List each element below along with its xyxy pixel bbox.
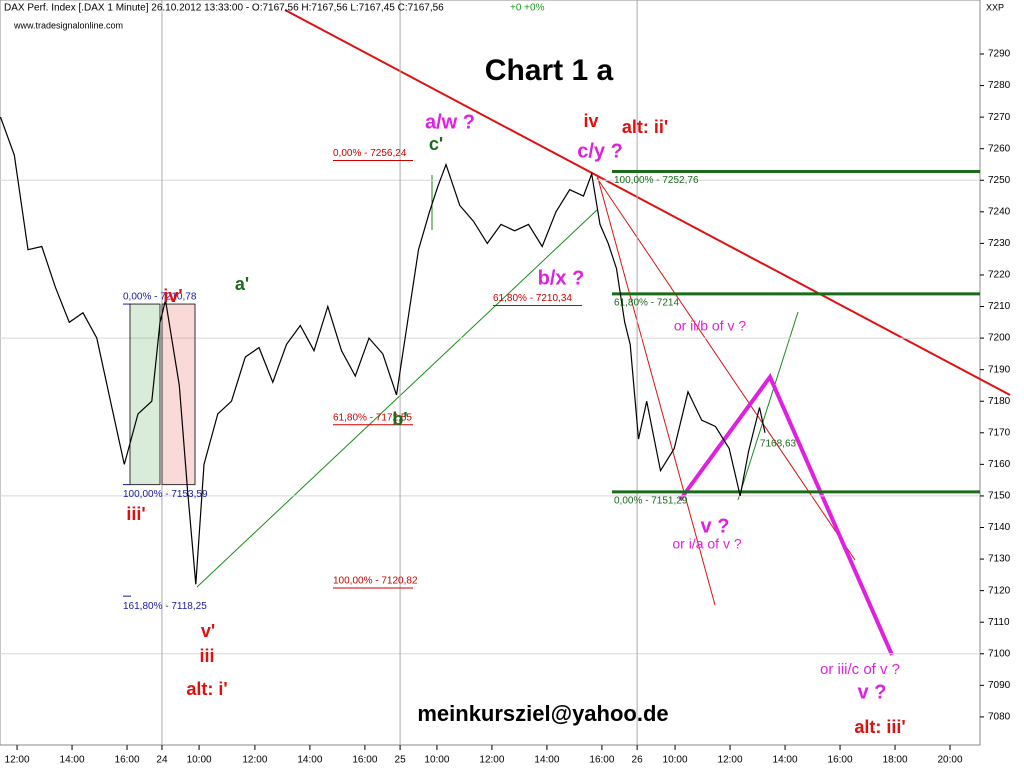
y-tick-label: 7270 [988, 112, 1011, 123]
plot-area [0, 0, 981, 746]
trend-line [596, 174, 716, 606]
fib-label: 61,80% - 7210,34 [493, 293, 572, 304]
x-tick-label: 14:00 [534, 755, 559, 766]
annotation: iv [583, 111, 598, 131]
x-tick-label: 18:00 [883, 755, 908, 766]
y-tick-label: 7200 [988, 333, 1011, 344]
y-tick-label: 7280 [988, 80, 1011, 91]
annotation: iii' [126, 504, 145, 524]
y-tick-label: 7120 [988, 585, 1011, 596]
x-tick-label: 20:00 [938, 755, 963, 766]
annotation: v ? [858, 681, 887, 703]
annotation: alt: i' [186, 679, 227, 699]
x-tick-label: 14:00 [773, 755, 798, 766]
y-tick-label: 7130 [988, 554, 1011, 565]
x-tick-label: 10:00 [663, 755, 688, 766]
annotation: alt: iii' [854, 717, 905, 737]
price-line [0, 116, 766, 585]
annotation: 7168,63 [760, 439, 797, 450]
x-tick-label: 12:00 [718, 755, 743, 766]
x-tick-label: 16:00 [589, 755, 614, 766]
fib-label: 100,00% - 7252,76 [614, 175, 699, 186]
annotation: c' [429, 134, 443, 154]
annotation: meinkursziel@yahoo.de [417, 701, 668, 726]
y-tick-label: 7180 [988, 396, 1011, 407]
annotation: alt: ii' [622, 117, 668, 137]
x-tick-label: 16:00 [115, 755, 140, 766]
x-tick-label: 12:00 [242, 755, 267, 766]
wave-projection [678, 373, 894, 656]
annotation: c/y ? [577, 140, 623, 162]
annotation: or ii/b of v ? [674, 318, 747, 334]
y-tick-label: 7240 [988, 206, 1011, 217]
y-tick-label: 7080 [988, 712, 1011, 723]
x-tick-label: 16:00 [828, 755, 853, 766]
x-tick-label: 24 [156, 755, 168, 766]
y-tick-label: 7090 [988, 680, 1011, 691]
fib-label: 161,80% - 7118,25 [123, 601, 207, 612]
range-box [129, 303, 161, 486]
annotation: or i/a of v ? [672, 536, 741, 552]
annotation: a' [235, 274, 249, 294]
annotation: Chart 1 a [485, 54, 614, 87]
fib-label: 0,00% - 7256,24 [333, 148, 407, 159]
x-tick-label: 26 [632, 755, 644, 766]
x-tick-label: 14:00 [297, 755, 322, 766]
y-tick-label: 7190 [988, 364, 1011, 375]
y-tick-label: 7250 [988, 175, 1011, 186]
y-tick-label: 7160 [988, 459, 1011, 470]
annotation: v' [201, 621, 215, 641]
trend-line [737, 311, 799, 501]
annotation: iv' [163, 286, 182, 306]
annotation: a/w ? [425, 111, 475, 133]
x-tick-label: 10:00 [187, 755, 212, 766]
x-tick-label: 10:00 [424, 755, 449, 766]
source: www.tradesignalonline.com [13, 20, 123, 30]
trend-line [284, 9, 1011, 396]
y-tick-label: 7150 [988, 491, 1011, 502]
trend-line [196, 209, 598, 588]
chart-change: +0 +0% [510, 3, 545, 14]
x-tick-label: 14:00 [60, 755, 85, 766]
axis-code: XXP [986, 2, 1004, 12]
y-tick-label: 7210 [988, 301, 1011, 312]
fib-label: 61,80% - 7172,55 [333, 412, 412, 423]
annotation: v ? [701, 515, 730, 537]
x-tick-label: 16:00 [352, 755, 377, 766]
y-tick-label: 7170 [988, 427, 1011, 438]
fib-label: 100,00% - 7120,82 [333, 576, 418, 587]
y-tick-label: 7220 [988, 270, 1011, 281]
fib-label: 0,00% - 7210,78 [123, 292, 197, 303]
annotation: b/x ? [538, 267, 585, 289]
y-tick-label: 7230 [988, 238, 1011, 249]
fib-label: 0,00% - 7151,29 [614, 495, 688, 506]
y-tick-label: 7100 [988, 648, 1011, 659]
annotation: iii [199, 646, 214, 666]
range-box [161, 303, 196, 486]
x-tick-label: 25 [395, 755, 407, 766]
annotation: b' [392, 409, 407, 429]
y-tick-label: 7290 [988, 49, 1011, 60]
y-tick-label: 7140 [988, 522, 1011, 533]
y-tick-label: 7260 [988, 143, 1011, 154]
fib-label: 100,00% - 7153,59 [123, 489, 208, 500]
fib-label: 61,80% - 7214 [614, 298, 679, 309]
annotation: or iii/c of v ? [820, 661, 900, 678]
y-tick-label: 7110 [988, 617, 1010, 628]
x-tick-label: 12:00 [479, 755, 504, 766]
chart-header: DAX Perf. Index [.DAX 1 Minute] 26.10.20… [4, 3, 444, 14]
x-tick-label: 12:00 [5, 755, 30, 766]
